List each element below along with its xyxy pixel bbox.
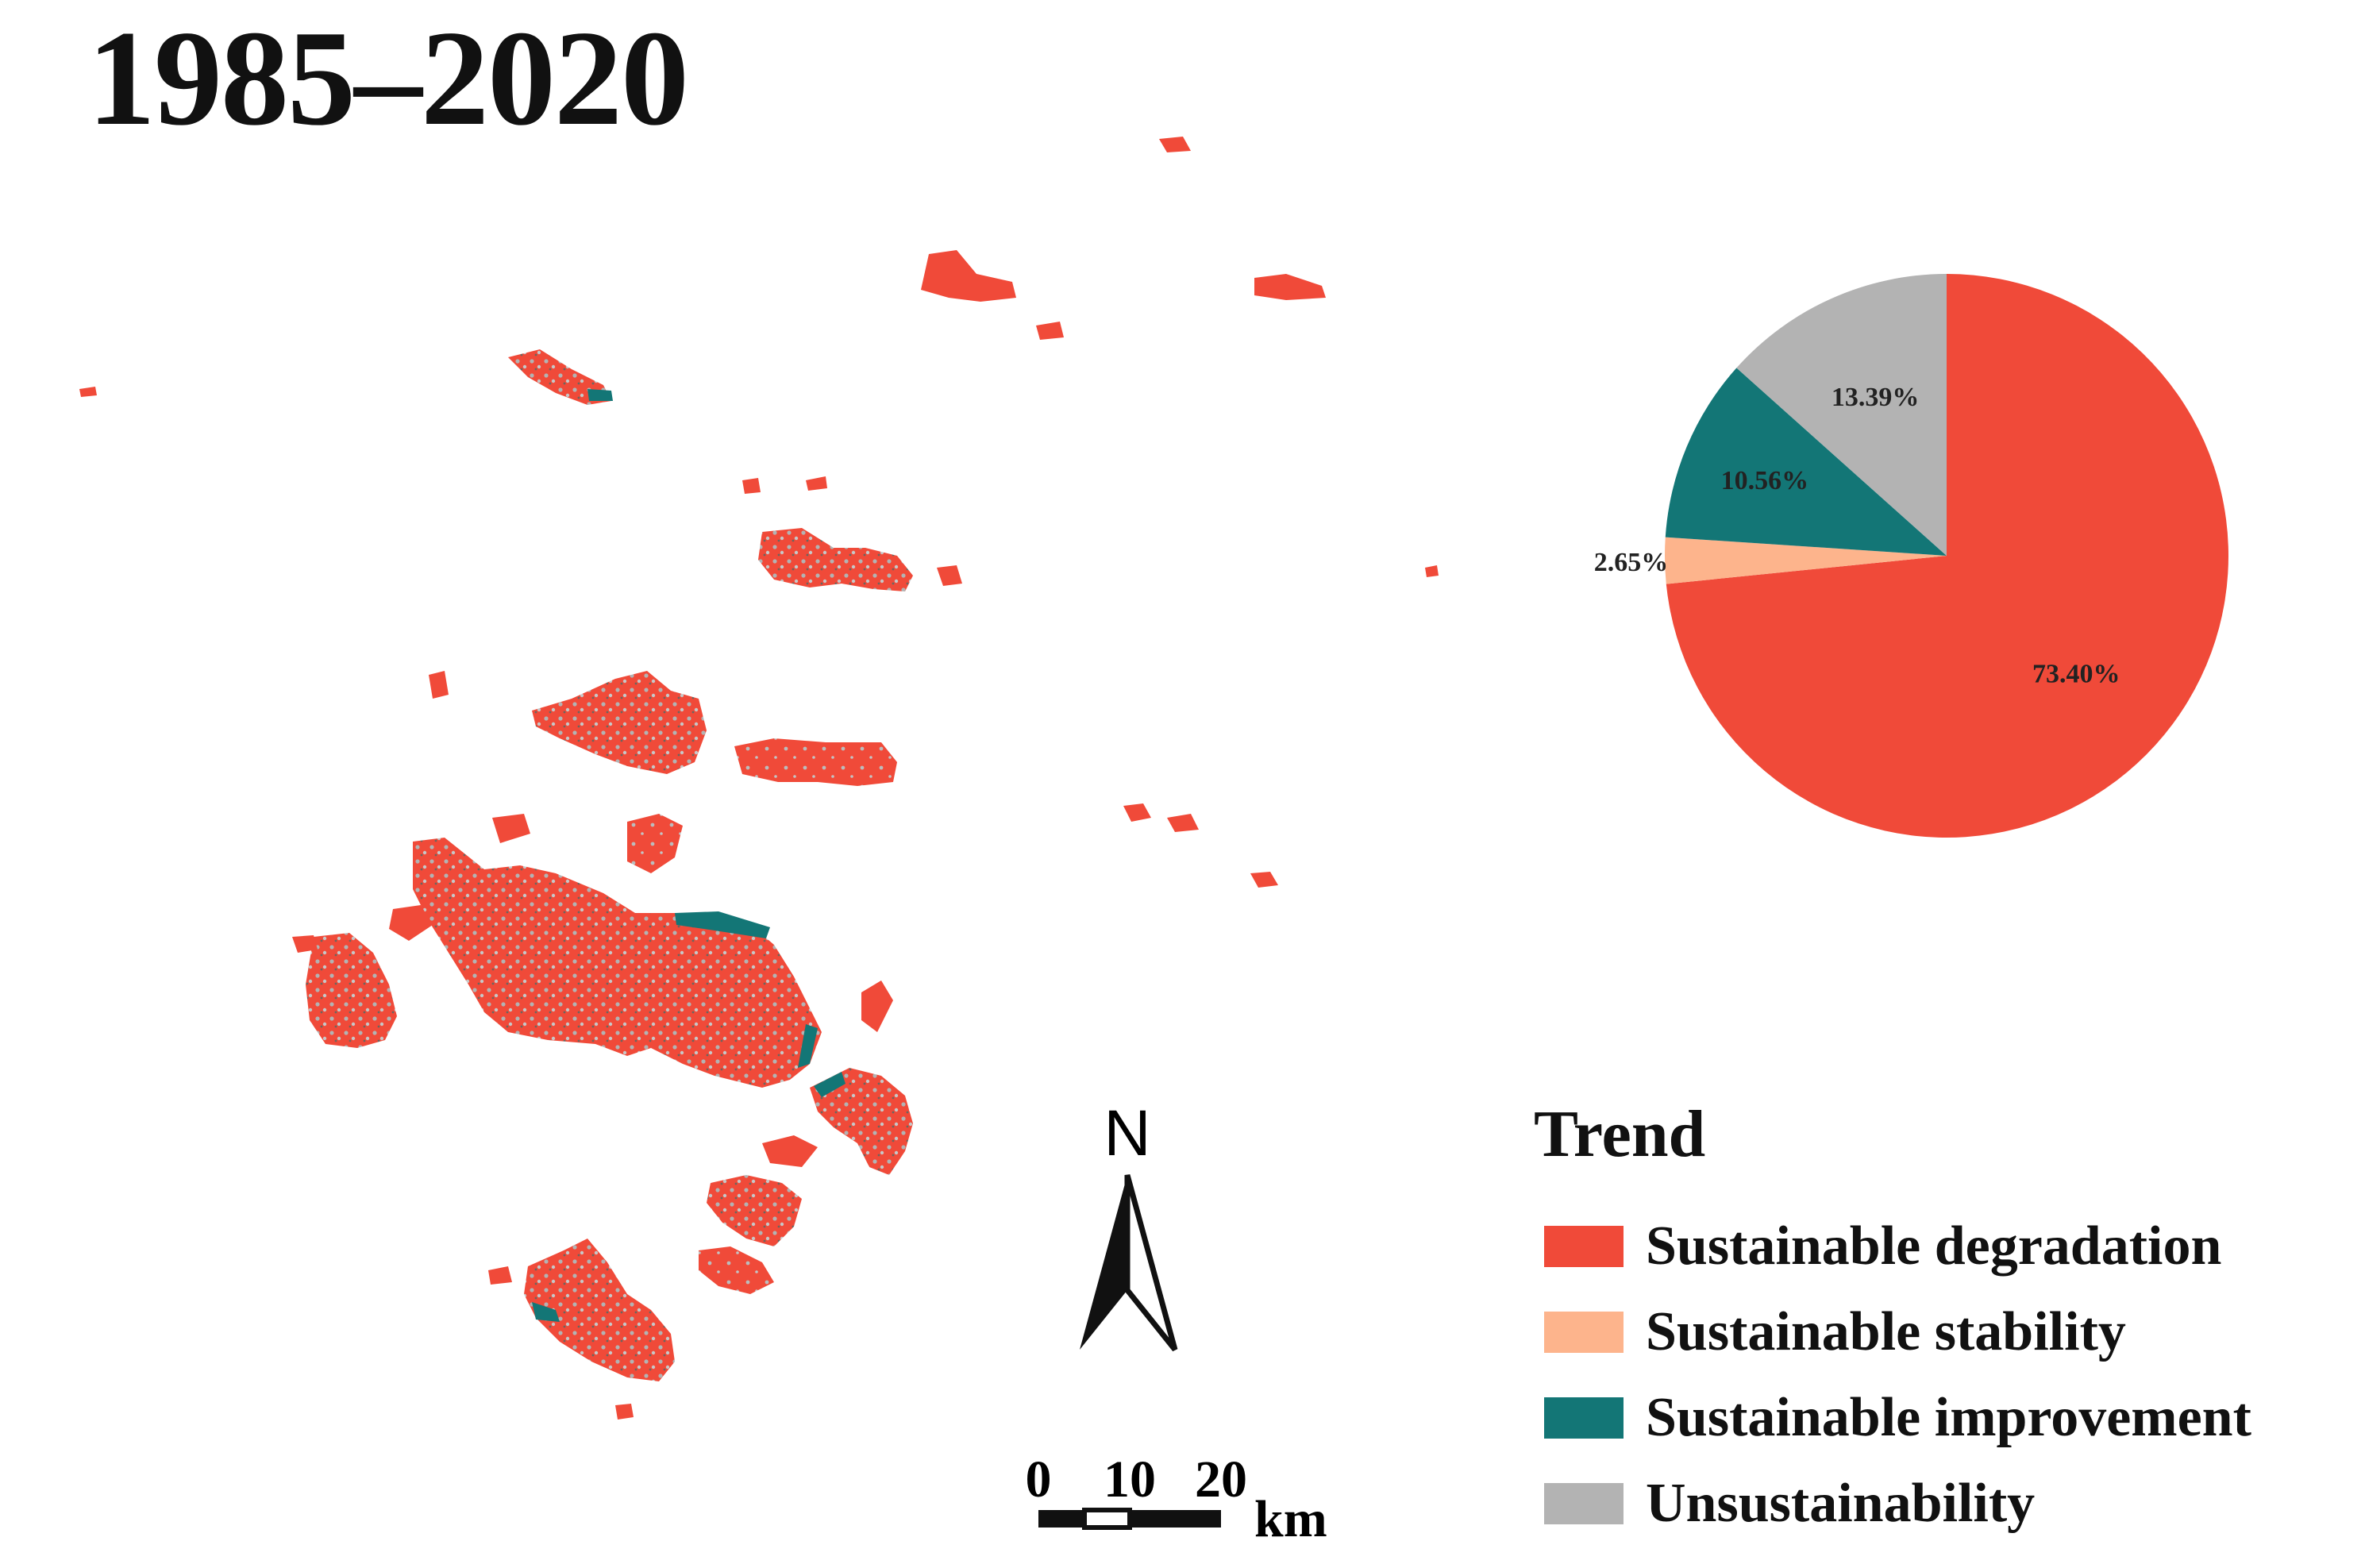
island-east-fleck-1 [1123,803,1151,822]
island-north-mid [758,528,913,591]
island-mid-fleck [937,565,962,586]
north-arrow-outline [1124,1174,1178,1352]
island-southeast [810,1068,913,1175]
scale-segment-1 [1038,1510,1084,1528]
island-far-west [79,387,97,397]
island-fleck-1 [292,935,318,953]
legend-label: Sustainable improvement [1646,1387,2251,1448]
scale-tick-10: 10 [1104,1450,1156,1508]
island-east-strip [861,980,893,1032]
map-title: 1985–2020 [87,3,689,154]
island-east-fleck-3 [1250,872,1278,888]
island-south-center [707,1175,802,1246]
island-southwest-fleck [488,1266,512,1285]
scale-tick-20: 20 [1195,1450,1247,1508]
scale-tick-0: 0 [1026,1450,1052,1508]
island-main [413,838,822,1088]
island-west-small [389,905,433,941]
island-main-teal-edge [675,911,770,938]
scale-unit: km [1254,1490,1327,1548]
island-far-east [1425,565,1439,577]
island-south-small [699,1246,774,1294]
legend-swatch [1544,1312,1624,1353]
north-arrow-icon [1080,1175,1127,1350]
pie-label-degradation: 73.40% [2032,660,2120,689]
island-north-top [921,250,1016,302]
legend-label: Unsustainability [1646,1473,2036,1534]
legend-swatch [1544,1397,1624,1439]
north-arrow: N [1080,1097,1178,1352]
island-center-north [532,671,707,774]
pie-label-stability: 2.65% [1594,548,1669,577]
island-northeast [1254,274,1326,300]
pie-chart: 73.40% 2.65% 10.56% 13.39% [1594,274,2228,838]
island-main-teal-east [798,1024,818,1068]
island-center-small [627,814,683,873]
scale-segment-3 [1130,1510,1221,1528]
island-north-strip-teal [587,389,613,401]
island-south [524,1239,675,1381]
island-north-strip [508,349,611,405]
island-southeast-teal [814,1072,845,1097]
pie-slice-unsustainability [1736,274,1947,556]
island-west-fleck [429,671,449,699]
legend-swatch [1544,1226,1624,1267]
legend: Trend Sustainable degradation Sustainabl… [1528,1096,2354,1556]
island-center-fleck [492,814,530,843]
pie-slice-degradation [1666,274,2228,838]
island-south-teal [532,1302,560,1322]
island-east-fleck-2 [1167,814,1199,832]
pie-labels: 73.40% 2.65% 10.56% 13.39% [1594,383,2120,689]
north-label: N [1104,1097,1150,1169]
pie-slice-stability [1665,537,1947,584]
scale-segment-2 [1082,1508,1132,1530]
pie-slices [1665,274,2228,838]
island-north-fleck-2 [806,476,827,491]
island-north-fleck-1 [742,478,761,494]
scale-bar: 0 10 20 km [1026,1450,1327,1548]
island-center-east [734,738,897,786]
island-south-tail [615,1404,634,1420]
pie-slice-improvement [1665,368,1947,556]
legend-swatch [1544,1483,1624,1524]
island-west [306,933,397,1048]
island-northeast-top [1159,137,1191,152]
legend-label: Sustainable stability [1646,1301,2126,1362]
island-mid-small [762,1135,818,1167]
pie-label-improvement: 10.56% [1721,466,1809,495]
legend-label: Sustainable degradation [1646,1215,2222,1277]
island-north-fleck-3 [1036,322,1064,340]
pie-label-unsustainability: 13.39% [1832,383,1920,412]
legend-title: Trend [1534,1097,1706,1171]
